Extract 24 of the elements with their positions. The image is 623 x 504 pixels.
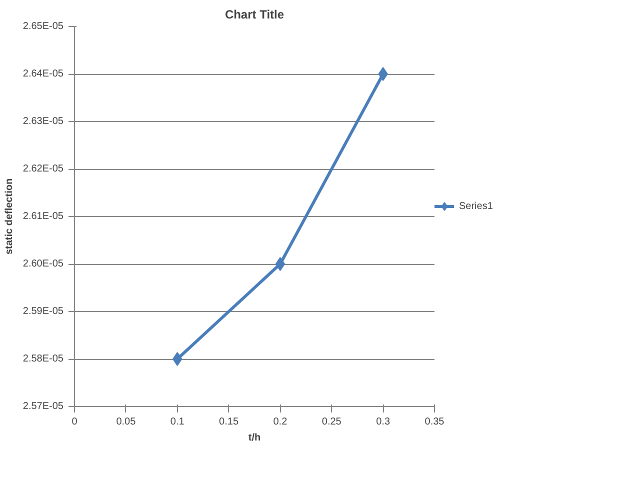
point: [172, 352, 182, 366]
x-axis-title: t/h: [248, 432, 261, 444]
x-tick-label: 0.15: [219, 416, 239, 428]
y-tick-label: 2.60E-05: [22, 258, 64, 270]
chart-title: Chart Title: [224, 8, 284, 22]
y-tick-label: 2.58E-05: [22, 354, 64, 364]
y-tick-label: 2.63E-05: [22, 116, 64, 127]
x-tick-label: 0.3: [376, 416, 390, 428]
x-tick-label: 0.25: [322, 416, 342, 428]
point: [275, 257, 286, 271]
y-tick-label: 2.59E-05: [22, 306, 64, 317]
y-axis-title: static deflection: [4, 178, 15, 255]
y-tick-label: 2.57E-05: [22, 401, 64, 412]
x-tick-label: 0.2: [273, 416, 288, 428]
y-tick-label: 2.62E-05: [22, 164, 64, 174]
point: [378, 67, 388, 81]
x-tick-label: 0: [72, 416, 78, 428]
x-tick-label: 0.1: [170, 416, 185, 428]
y-tick-label: 2.64E-05: [22, 68, 64, 80]
x-tick-label: 0.05: [116, 416, 136, 428]
legend-label: Series1: [459, 200, 493, 212]
x-tick-label: 0.35: [424, 416, 445, 428]
y-tick-label: 2.65E-05: [22, 21, 64, 32]
y-tick-label: 2.61E-05: [22, 211, 64, 222]
